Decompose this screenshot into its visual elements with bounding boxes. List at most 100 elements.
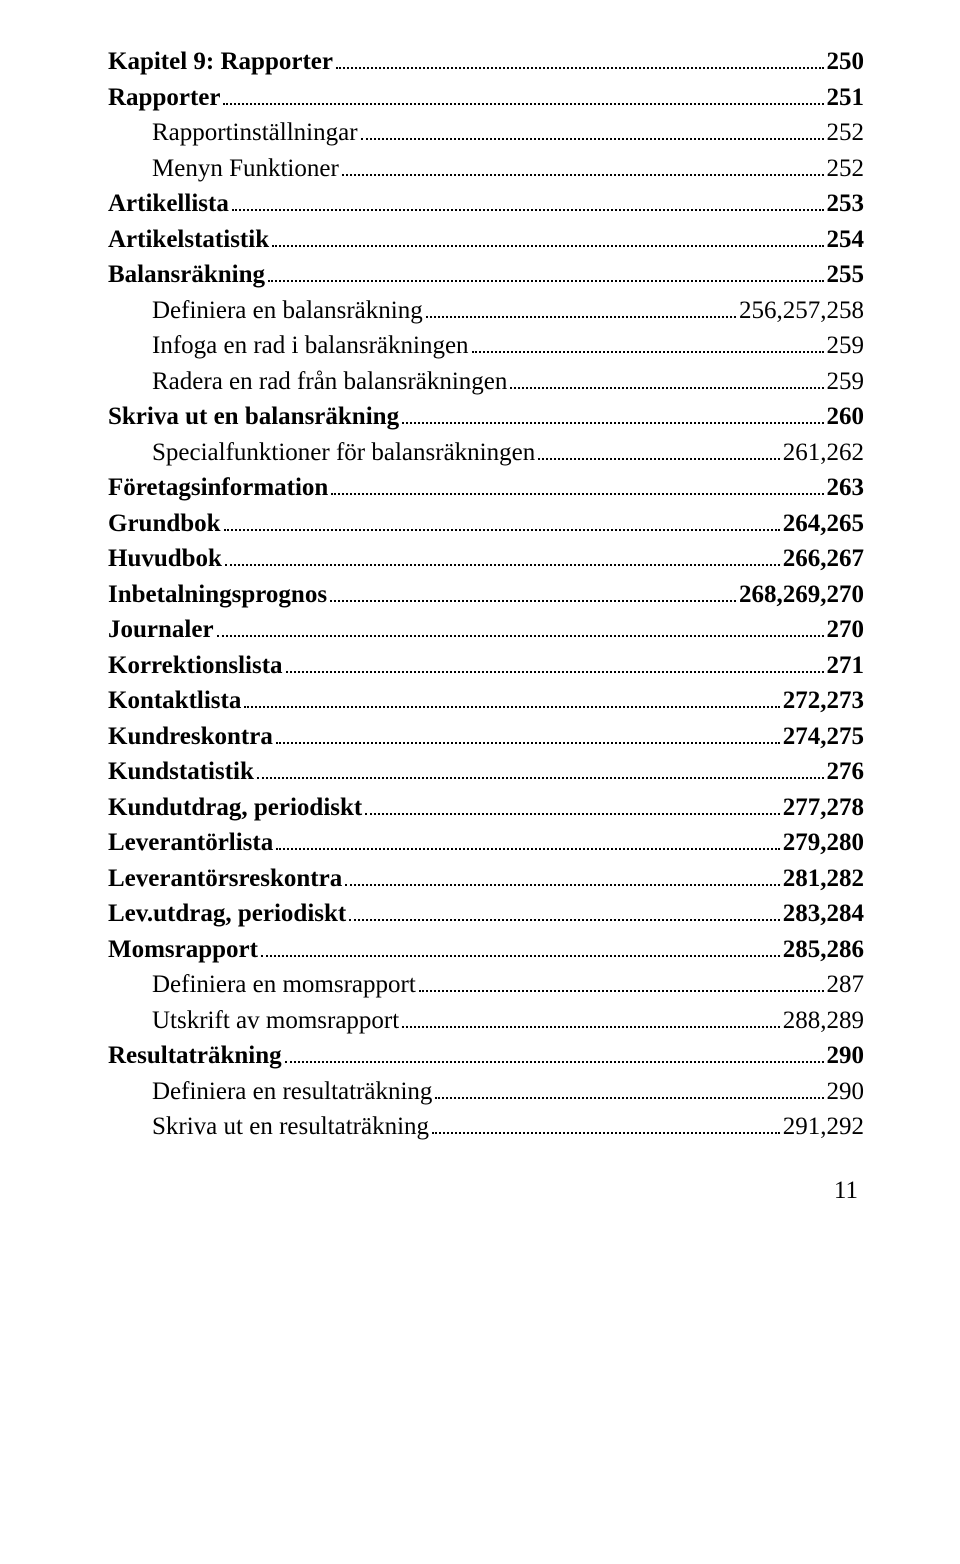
- toc-entry: Menyn Funktioner252: [108, 151, 864, 187]
- dot-leader: [419, 970, 824, 992]
- toc-entry-label: Artikelstatistik: [108, 222, 269, 258]
- toc-entry-label: Lev.utdrag, periodiskt: [108, 896, 346, 932]
- toc-entry-page: 279,280: [783, 825, 864, 861]
- toc-entry-label: Inbetalningsprognos: [108, 577, 327, 613]
- toc-entry-page: 268,269,270: [739, 577, 864, 613]
- toc-entry-page: 270: [827, 612, 865, 648]
- toc-entry-label: Kundstatistik: [108, 754, 254, 790]
- dot-leader: [286, 651, 824, 673]
- toc-entry: Företagsinformation 263: [108, 470, 864, 506]
- dot-leader: [217, 615, 824, 637]
- toc-entry: Kundstatistik 276: [108, 754, 864, 790]
- dot-leader: [331, 473, 823, 495]
- dot-leader: [345, 864, 780, 886]
- toc-entry-page: 253: [827, 186, 865, 222]
- toc-entry: Leverantörsreskontra281,282: [108, 861, 864, 897]
- toc-entry-page: 287: [827, 967, 865, 1003]
- dot-leader: [261, 935, 780, 957]
- dot-leader: [426, 296, 736, 318]
- dot-leader: [257, 757, 824, 779]
- toc-entry-label: Momsrapport: [108, 932, 258, 968]
- toc-entry-label: Menyn Funktioner: [152, 151, 339, 187]
- dot-leader: [244, 686, 779, 708]
- toc-entry-label: Kontaktlista: [108, 683, 241, 719]
- toc-entry: Kundreskontra 274,275: [108, 719, 864, 755]
- dot-leader: [285, 1041, 824, 1063]
- toc-entry-page: 290: [827, 1038, 865, 1074]
- dot-leader: [361, 118, 824, 140]
- toc-entry: Momsrapport 285,286: [108, 932, 864, 968]
- toc-entry-page: 283,284: [783, 896, 864, 932]
- toc-entry-page: 271: [827, 648, 865, 684]
- toc-entry: Skriva ut en balansräkning260: [108, 399, 864, 435]
- toc-entry-label: Balansräkning: [108, 257, 265, 293]
- toc-entry-page: 259: [827, 328, 865, 364]
- dot-leader: [349, 899, 780, 921]
- toc-entry-page: 254: [827, 222, 865, 258]
- toc-entry-page: 277,278: [783, 790, 864, 826]
- dot-leader: [435, 1077, 823, 1099]
- toc-entry-page: 255: [827, 257, 865, 293]
- toc-entry: Kontaktlista272,273: [108, 683, 864, 719]
- toc-entry-page: 288,289: [783, 1003, 864, 1039]
- toc-entry-label: Definiera en resultaträkning: [152, 1074, 432, 1110]
- toc-entry: Skriva ut en resultaträkning291,292: [108, 1109, 864, 1145]
- toc-entry-label: Artikellista: [108, 186, 229, 222]
- toc-entry: Korrektionslista 271: [108, 648, 864, 684]
- dot-leader: [272, 225, 823, 247]
- dot-leader: [432, 1112, 780, 1134]
- toc-entry-page: 290: [827, 1074, 865, 1110]
- dot-leader: [330, 580, 736, 602]
- dot-leader: [510, 367, 823, 389]
- toc-entry: Definiera en resultaträkning 290: [108, 1074, 864, 1110]
- toc-entry: Leverantörlista 279,280: [108, 825, 864, 861]
- toc-entry: Grundbok 264,265: [108, 506, 864, 542]
- dot-leader: [365, 793, 780, 815]
- dot-leader: [402, 402, 823, 424]
- dot-leader: [336, 47, 824, 69]
- toc-entry-label: Företagsinformation: [108, 470, 328, 506]
- toc-entry: Definiera en momsrapport 287: [108, 967, 864, 1003]
- toc-entry: Specialfunktioner för balansräkningen261…: [108, 435, 864, 471]
- toc-entry-label: Leverantörlista: [108, 825, 273, 861]
- toc-entry-label: Grundbok: [108, 506, 221, 542]
- toc-entry-label: Huvudbok: [108, 541, 222, 577]
- toc-entry-page: 281,282: [783, 861, 864, 897]
- toc-entry: Kapitel 9: Rapporter 250: [108, 44, 864, 80]
- toc-entry-label: Kundutdrag, periodiskt: [108, 790, 362, 826]
- toc-entry-label: Kapitel 9: Rapporter: [108, 44, 333, 80]
- toc-entry-label: Definiera en momsrapport: [152, 967, 416, 1003]
- dot-leader: [342, 154, 824, 176]
- toc-entry: Radera en rad från balansräkningen259: [108, 364, 864, 400]
- toc-entry: Rapportinställningar252: [108, 115, 864, 151]
- toc-entry: Kundutdrag, periodiskt 277,278: [108, 790, 864, 826]
- toc-entry-page: 251: [827, 80, 865, 116]
- toc-entry-page: 263: [827, 470, 865, 506]
- toc-entry-page: 250: [827, 44, 865, 80]
- dot-leader: [276, 722, 780, 744]
- toc-entry: Journaler 270: [108, 612, 864, 648]
- page-number: 11: [108, 1173, 864, 1209]
- toc-entry-label: Rapporter: [108, 80, 220, 116]
- toc-entry-page: 264,265: [783, 506, 864, 542]
- toc-entry-page: 252: [827, 115, 865, 151]
- toc-entry-label: Radera en rad från balansräkningen: [152, 364, 507, 400]
- toc-entry: Rapporter 251: [108, 80, 864, 116]
- toc-entry-label: Infoga en rad i balansräkningen: [152, 328, 469, 364]
- toc-page: { "entries":[ {"label":"Kapitel 9: Rappo…: [0, 0, 960, 1564]
- toc-entry: Artikellista 253: [108, 186, 864, 222]
- toc-entry-label: Korrektionslista: [108, 648, 283, 684]
- toc-entry-label: Skriva ut en resultaträkning: [152, 1109, 429, 1145]
- dot-leader: [225, 544, 780, 566]
- toc-entry-page: 261,262: [783, 435, 864, 471]
- toc-entry-page: 285,286: [783, 932, 864, 968]
- toc-entry: Infoga en rad i balansräkningen 259: [108, 328, 864, 364]
- toc-entry-page: 274,275: [783, 719, 864, 755]
- toc-entry: Lev.utdrag, periodiskt 283,284: [108, 896, 864, 932]
- toc-entry: Resultaträkning290: [108, 1038, 864, 1074]
- toc-entry-page: 276: [827, 754, 865, 790]
- toc-entry-label: Kundreskontra: [108, 719, 273, 755]
- toc-entry: Artikelstatistik 254: [108, 222, 864, 258]
- toc-entry: Inbetalningsprognos 268,269,270: [108, 577, 864, 613]
- toc-entry-label: Journaler: [108, 612, 214, 648]
